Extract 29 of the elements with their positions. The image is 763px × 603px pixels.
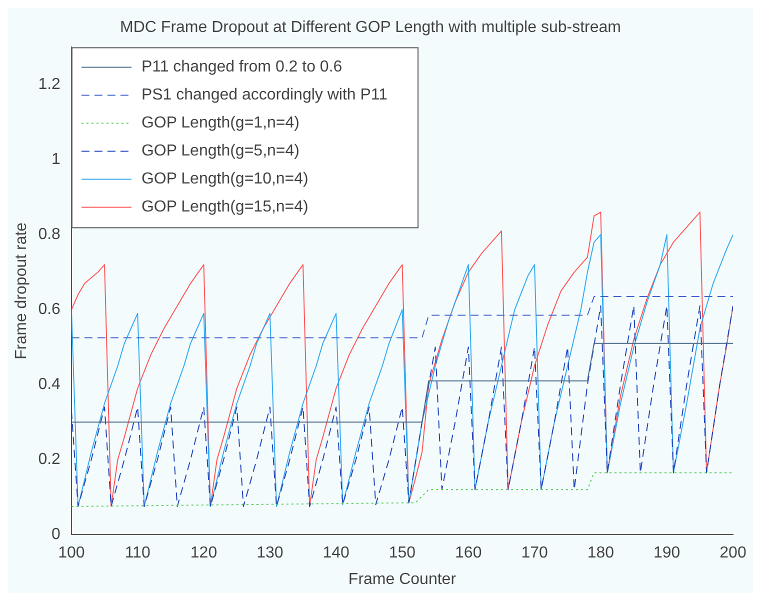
y-tick-label: 0.2 xyxy=(38,451,61,468)
line-series xyxy=(71,472,733,507)
x-tick-label: 110 xyxy=(124,544,150,562)
x-tick-label: 200 xyxy=(720,544,746,562)
legend-label: GOP Length(g=5,n=4) xyxy=(141,142,300,160)
x-tick-label: 130 xyxy=(256,544,284,562)
x-tick-label: 150 xyxy=(388,544,416,562)
legend-label: GOP Length(g=15,n=4) xyxy=(141,198,308,216)
line-series xyxy=(71,305,733,507)
x-tick-label: 140 xyxy=(322,544,350,562)
y-tick-label: 1.2 xyxy=(38,76,61,94)
y-tick-label: 0.4 xyxy=(38,376,61,394)
x-tick-label: 120 xyxy=(190,544,218,562)
y-tick-label: 0.8 xyxy=(38,226,61,244)
x-tick-label: 170 xyxy=(521,544,548,562)
x-axis-title: Frame Counter xyxy=(348,570,457,588)
x-tick-label: 190 xyxy=(653,544,680,562)
x-tick-label: 160 xyxy=(455,544,482,562)
x-tick-label: 100 xyxy=(58,544,85,562)
legend-label: GOP Length(g=10,n=4) xyxy=(141,170,308,188)
chart-title: MDC Frame Dropout at Different GOP Length with multiple sub-stream xyxy=(120,19,621,36)
y-tick-label: 1 xyxy=(52,151,61,168)
legend-label: P11 changed from 0.2 to 0.6 xyxy=(141,58,342,76)
legend-label: PS1 changed accordingly with P11 xyxy=(141,86,388,104)
x-tick-label: 180 xyxy=(587,544,614,562)
legend-label: GOP Length(g=1,n=4) xyxy=(141,114,300,132)
y-tick-label: 0 xyxy=(52,526,61,544)
y-axis-title: Frame dropout rate xyxy=(13,222,30,360)
y-tick-label: 0.6 xyxy=(38,301,61,318)
